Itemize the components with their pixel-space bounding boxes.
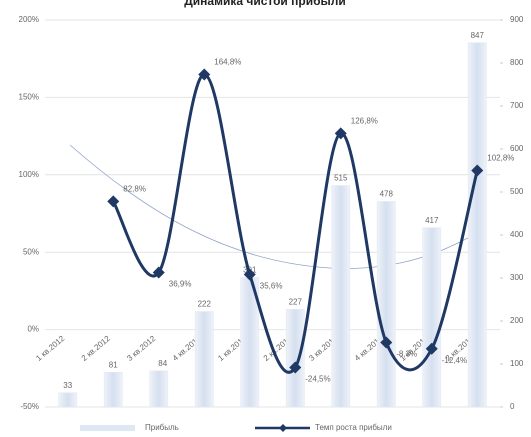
marker xyxy=(243,268,256,281)
marker xyxy=(334,127,347,140)
y2-tick-label: 500 xyxy=(510,187,524,196)
y2-tick-label: 300 xyxy=(510,273,524,282)
line-value-label: 36,9% xyxy=(169,280,192,289)
y-tick-label: -50% xyxy=(20,402,39,411)
y2-tick-label: 400 xyxy=(510,230,524,239)
line-value-label: 126,8% xyxy=(351,116,378,125)
y2-tick-label: 200 xyxy=(510,316,524,325)
bar xyxy=(58,392,78,408)
y-tick-label: 200% xyxy=(19,15,39,24)
y-tick-label: 150% xyxy=(19,93,39,102)
bar-value-label: 84 xyxy=(158,359,167,368)
marker xyxy=(152,266,165,279)
legend-marker xyxy=(279,424,287,432)
bar xyxy=(422,227,442,408)
y2-tick-label: 800 xyxy=(510,58,524,67)
y-tick-label: 100% xyxy=(19,170,39,179)
bar xyxy=(194,311,214,408)
y2-tick-label: 600 xyxy=(510,144,524,153)
y2-tick-label: 100 xyxy=(510,359,524,368)
legend-label: Темп роста прибыли xyxy=(315,423,392,432)
marker xyxy=(107,195,120,208)
bar xyxy=(103,371,123,408)
x-tick-label: 3 кв.2012 xyxy=(125,334,158,363)
y2-tick-label: 700 xyxy=(510,101,524,110)
y-tick-label: 50% xyxy=(23,247,39,256)
legend-swatch xyxy=(80,425,135,431)
line-value-label: 35,6% xyxy=(260,282,283,291)
bar xyxy=(376,201,396,408)
marker xyxy=(289,361,302,374)
marker xyxy=(198,68,211,81)
line-value-label: -8,3% xyxy=(396,350,417,359)
line-value-label: 102,8% xyxy=(487,154,514,163)
bar-value-label: 847 xyxy=(471,31,485,40)
marker xyxy=(425,342,438,355)
line-value-label: 164,8% xyxy=(214,58,241,67)
bar-value-label: 478 xyxy=(380,190,394,199)
chart-title: Динамика чистой прибыли xyxy=(184,0,346,8)
y2-tick-label: 900 xyxy=(510,15,524,24)
bar xyxy=(149,370,169,408)
bar xyxy=(467,42,487,408)
bar-value-label: 33 xyxy=(63,381,72,390)
y2-tick-label: 0 xyxy=(510,402,515,411)
x-tick-label: 1 кв.2012 xyxy=(34,334,67,363)
marker xyxy=(380,336,393,349)
legend-label: Прибыль xyxy=(145,423,179,432)
line-value-label: -12,4% xyxy=(442,356,467,365)
bar-value-label: 417 xyxy=(425,216,439,225)
bar xyxy=(331,185,351,408)
line-value-label: 82,8% xyxy=(123,185,146,194)
line-value-label: -24,5% xyxy=(305,375,330,384)
bar-value-label: 227 xyxy=(289,297,303,306)
y-tick-label: 0% xyxy=(27,325,39,334)
marker xyxy=(471,164,484,177)
bar-value-label: 81 xyxy=(109,360,118,369)
bar-value-label: 222 xyxy=(198,300,212,309)
x-tick-label: 2 кв.2012 xyxy=(80,334,113,363)
bar xyxy=(285,309,305,408)
bar-value-label: 515 xyxy=(334,174,348,183)
